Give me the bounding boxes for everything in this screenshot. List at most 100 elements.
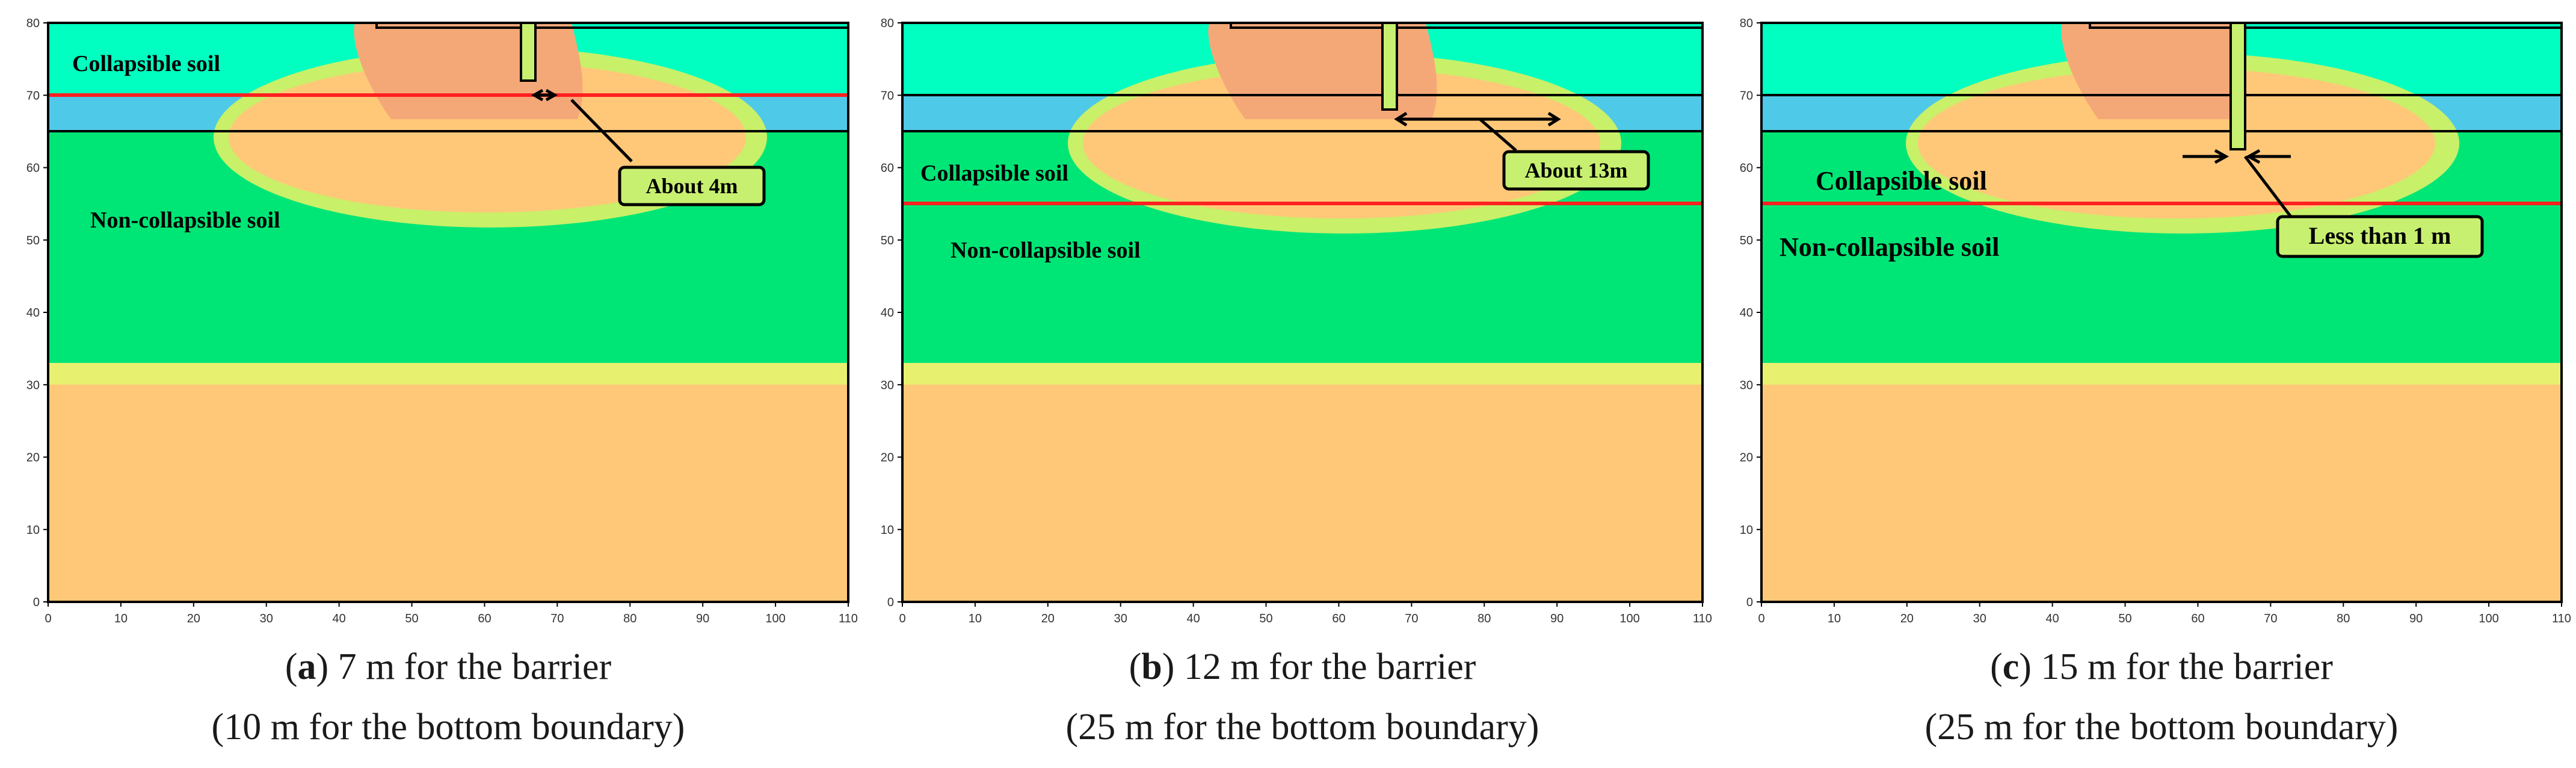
arrow-head-left (2214, 149, 2229, 164)
x-tick-label: 90 (1550, 612, 1564, 625)
y-tick-label: 40 (26, 306, 40, 320)
y-tick-label: 0 (33, 596, 40, 609)
plume-core (2061, 23, 2246, 119)
caption-b-main: (b) 12 m for the barrier (1129, 646, 1476, 687)
x-tick-label: 30 (1973, 612, 1986, 625)
y-tick-label: 30 (881, 379, 894, 392)
arrow-head-right (545, 88, 558, 102)
x-tick-label: 50 (1259, 612, 1272, 625)
x-tick-label: 70 (1405, 612, 1418, 625)
y-tick-label: 10 (1740, 524, 1753, 537)
x-tick-label: 50 (405, 612, 418, 625)
panel-b: Collapsible soil Non-collapsible soil Ab… (881, 17, 1712, 625)
y-tick-label: 80 (1740, 17, 1753, 30)
x-tick-label: 0 (45, 612, 51, 625)
x-tick-label: 10 (1828, 612, 1841, 625)
panel-c: Collapsible soil Non-collapsible soil Le… (1740, 17, 2571, 625)
x-tick-label: 30 (1114, 612, 1127, 625)
arrow-head-right (2245, 149, 2261, 164)
y-tick-label: 20 (26, 451, 40, 465)
x-tick-label: 20 (1041, 612, 1055, 625)
y-tick-label: 20 (1740, 451, 1753, 465)
x-tick-label: 20 (187, 612, 200, 625)
y-tick-label: 10 (26, 524, 40, 537)
plume-ellipse (1083, 68, 1600, 218)
x-tick-label: 110 (2552, 612, 2571, 625)
x-tick-label: 60 (2191, 612, 2204, 625)
y-tick-label: 0 (887, 596, 894, 609)
x-tick-label: 80 (623, 612, 636, 625)
x-tick-label: 70 (2264, 612, 2277, 625)
caption-c-main: (c) 15 m for the barrier (1990, 646, 2333, 687)
y-tick-label: 50 (1740, 234, 1753, 247)
axis-ticks: 0 10 20 30 40 50 60 70 80 90 100 110 0 10 20 30 40 50 60 70… (26, 17, 858, 625)
x-tick-label: 60 (478, 612, 491, 625)
plume-ellipse (1918, 68, 2435, 218)
soil-top-label: Collapsible soil (1816, 166, 1987, 196)
x-tick-label: 100 (2479, 612, 2498, 625)
bottom-orange-layer (48, 385, 848, 602)
annotation-box (1502, 150, 1650, 191)
annotation-box (2276, 215, 2484, 258)
y-tick-label: 30 (26, 379, 40, 392)
x-tick-label: 80 (2337, 612, 2350, 625)
x-tick-label: 90 (2409, 612, 2423, 625)
annotation-text: About 4m (646, 174, 738, 198)
caption-b-text: 12 m for the barrier (1174, 646, 1476, 687)
y-tick-label: 40 (1740, 306, 1753, 320)
x-tick-label: 50 (2118, 612, 2131, 625)
x-tick-label: 90 (696, 612, 709, 625)
x-tick-label: 20 (1900, 612, 1914, 625)
bottom-orange-layer (902, 385, 1702, 602)
x-tick-label: 0 (899, 612, 905, 625)
caption-c-letter: c (2003, 646, 2020, 687)
x-tick-label: 110 (1693, 612, 1712, 625)
bottom-orange-layer (1761, 385, 2562, 602)
barrier (1381, 22, 1398, 111)
annotation-leader (1479, 118, 1517, 152)
panel-a: Collapsible soil Non-collapsible soil Ab… (26, 17, 858, 625)
x-tick-label: 10 (969, 612, 982, 625)
y-tick-label: 0 (1746, 596, 1753, 609)
x-tick-label: 40 (1187, 612, 1200, 625)
caption-c-sub: (25 m for the bottom boundary) (1925, 707, 2399, 748)
soil-top-label: Collapsible soil (920, 161, 1068, 186)
y-tick-label: 60 (26, 162, 40, 175)
soil-bottom-label: Non-collapsible soil (951, 238, 1141, 263)
x-tick-label: 30 (260, 612, 273, 625)
annotation-leader (2244, 155, 2292, 218)
x-tick-label: 10 (114, 612, 128, 625)
caption-b-letter: b (1141, 646, 1162, 687)
barrier (520, 22, 537, 82)
plume-core (1208, 23, 1437, 119)
annotation-leader (570, 99, 633, 163)
caption-c-text: 15 m for the barrier (2032, 646, 2333, 687)
y-tick-label: 50 (26, 234, 40, 247)
y-tick-label: 20 (881, 451, 894, 465)
y-tick-label: 40 (881, 306, 894, 320)
soil-bottom-label: Non-collapsible soil (90, 208, 280, 233)
caption-b-sub: (25 m for the bottom boundary) (1066, 707, 1539, 748)
y-tick-label: 30 (1740, 379, 1753, 392)
plume-core (354, 23, 583, 119)
y-tick-label: 60 (881, 162, 894, 175)
barrier (2229, 22, 2246, 150)
x-tick-label: 100 (765, 612, 785, 625)
y-tick-label: 60 (1740, 162, 1753, 175)
transition-band (902, 363, 1702, 385)
y-tick-label: 50 (881, 234, 894, 247)
x-tick-label: 70 (550, 612, 564, 625)
y-tick-label: 70 (1740, 89, 1753, 102)
y-tick-label: 70 (881, 89, 894, 102)
annotation-text: Less than 1 m (2309, 222, 2451, 249)
transition-band (48, 363, 848, 385)
caption-a-letter: a (298, 646, 316, 687)
x-tick-label: 80 (1478, 612, 1491, 625)
x-tick-label: 0 (1758, 612, 1764, 625)
axis-ticks: 0 10 20 30 40 50 60 70 80 90 100 110 0 10 20 30 40 50 60 70… (881, 17, 1712, 625)
y-tick-label: 70 (26, 89, 40, 102)
transition-band (1761, 363, 2562, 385)
caption-a-main: (a) 7 m for the barrier (285, 646, 612, 687)
annotation-text: About 13m (1524, 158, 1627, 182)
